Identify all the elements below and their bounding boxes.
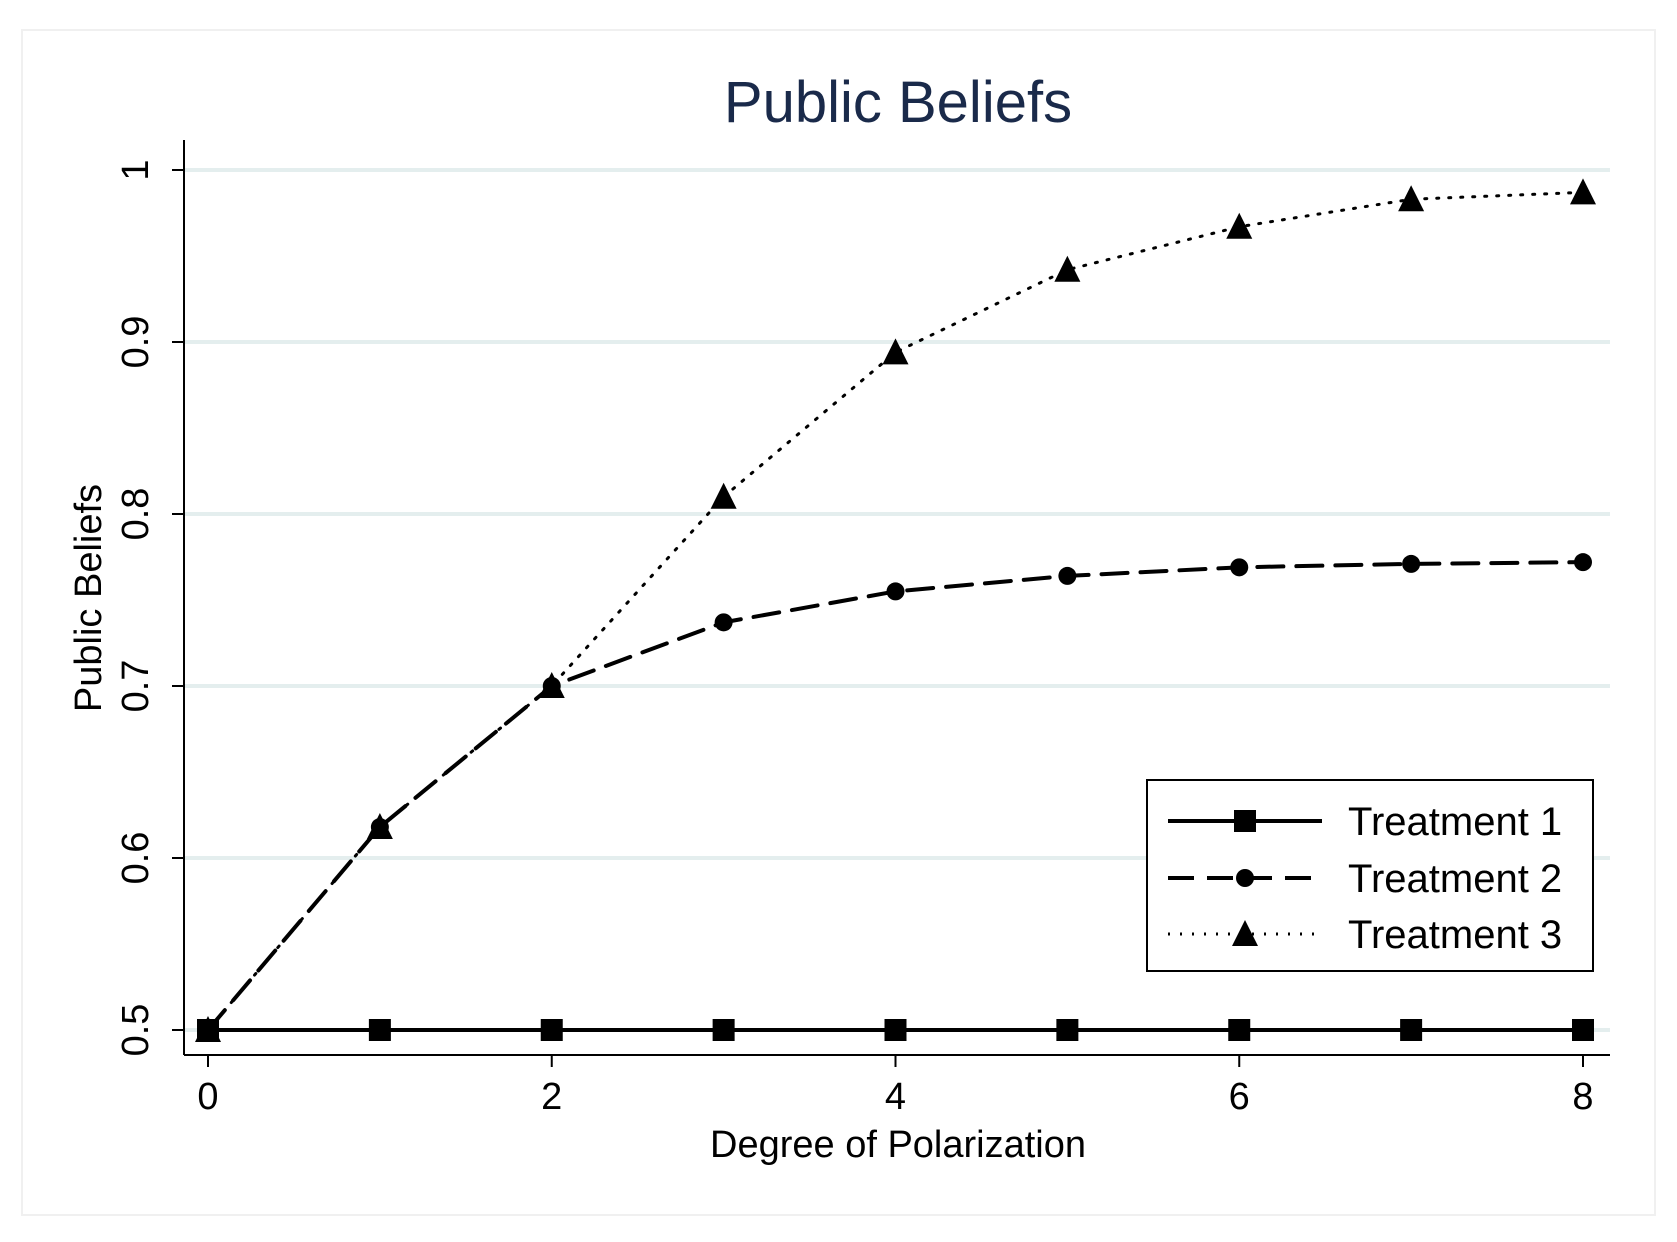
data-point-treatment-2 — [1574, 553, 1592, 572]
data-point-treatment-1 — [712, 1019, 735, 1041]
legend-item-treatment-3: Treatment 3 — [1168, 913, 1562, 957]
x-tick-label: 8 — [1572, 1076, 1593, 1118]
x-tick-label: 0 — [197, 1076, 218, 1118]
x-tick-label: 2 — [541, 1076, 562, 1118]
data-point-treatment-3 — [710, 482, 737, 509]
x-axis-title: Degree of Polarization — [710, 1124, 1086, 1166]
data-point-treatment-3 — [1570, 178, 1596, 205]
series-line-treatment-3 — [206, 190, 1585, 1032]
legend-label: Treatment 2 — [1348, 857, 1562, 901]
data-point-treatment-1 — [1056, 1019, 1079, 1041]
y-tick-label: 1 — [115, 159, 157, 180]
legend-marker-circle — [1236, 869, 1254, 887]
data-point-treatment-1 — [197, 1019, 219, 1041]
data-point-treatment-2 — [1402, 554, 1421, 573]
y-tick-label: 0.9 — [115, 316, 157, 369]
legend: Treatment 1 Treatment 2 Treatment 3 — [1146, 779, 1594, 972]
data-point-treatment-1 — [1228, 1019, 1251, 1041]
y-tick-label: 0.7 — [115, 660, 157, 713]
data-point-treatment-2 — [1058, 566, 1077, 585]
data-point-treatment-3 — [1054, 255, 1081, 282]
data-point-treatment-2 — [1230, 558, 1249, 577]
data-point-treatment-1 — [884, 1019, 907, 1041]
y-tick-label: 0.6 — [115, 832, 157, 885]
series-treatment-1 — [197, 1019, 1594, 1041]
legend-label: Treatment 1 — [1348, 800, 1562, 844]
data-point-treatment-2 — [542, 677, 561, 695]
y-tick-label: 0.5 — [115, 1004, 157, 1057]
series-treatment-2 — [199, 553, 1592, 1039]
x-tick-label: 6 — [1229, 1076, 1250, 1118]
axes: 0.5 0.6 0.7 0.8 0.9 1 0 2 4 6 8 — [115, 140, 1610, 1118]
legend-item-treatment-1: Treatment 1 — [1168, 800, 1562, 844]
chart-title: Public Beliefs — [724, 70, 1072, 135]
data-point-treatment-1 — [1572, 1019, 1594, 1041]
legend-item-treatment-2: Treatment 2 — [1168, 857, 1562, 901]
legend-box — [1146, 779, 1594, 972]
data-point-treatment-1 — [1400, 1019, 1423, 1041]
data-point-treatment-3 — [882, 338, 909, 365]
data-point-treatment-2 — [714, 613, 733, 632]
figure-frame — [21, 29, 1656, 1216]
series-layer — [195, 178, 1596, 1042]
data-point-treatment-2 — [886, 582, 905, 601]
data-point-treatment-3 — [1398, 185, 1425, 212]
legend-label: Treatment 3 — [1348, 913, 1562, 957]
data-point-treatment-3 — [1226, 212, 1253, 239]
legend-items: Treatment 1 Treatment 2 Treatment 3 — [1168, 800, 1562, 957]
y-axis-title: Public Beliefs — [68, 484, 110, 712]
data-point-treatment-2 — [370, 818, 389, 837]
x-tick-label: 4 — [885, 1076, 906, 1118]
legend-marker-square — [1234, 810, 1256, 832]
data-point-treatment-1 — [368, 1019, 391, 1041]
legend-marker-triangle — [1232, 920, 1258, 946]
y-tick-label: 0.8 — [115, 488, 157, 541]
data-point-treatment-1 — [540, 1019, 563, 1041]
